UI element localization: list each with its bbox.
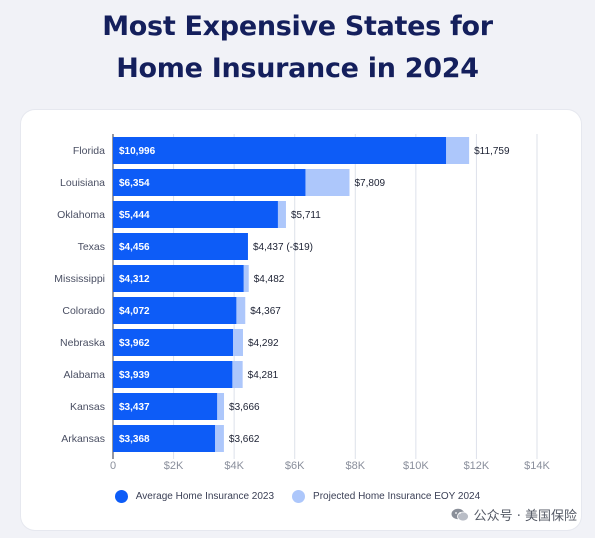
watermark-text: 公众号 · 美国保险	[473, 509, 577, 524]
data-label-avg-2023: $10,996	[119, 146, 156, 157]
legend-swatch-projected-2024	[292, 490, 306, 503]
data-label-avg-2023: $4,072	[119, 306, 150, 317]
data-label-projected-2024: $11,759	[474, 146, 510, 157]
chart-title: Most Expensive States for Home Insurance…	[0, 6, 595, 90]
category-label: Alabama	[64, 369, 106, 381]
bar-avg-2023	[113, 169, 306, 196]
x-tick-label: $12K	[464, 460, 490, 472]
data-label-avg-2023: $3,939	[119, 370, 150, 381]
bar-avg-2023	[113, 393, 218, 420]
wechat-icon	[451, 508, 469, 521]
x-tick-label: 0	[110, 460, 116, 472]
category-label: Kansas	[70, 401, 105, 413]
data-label-projected-2024: $7,809	[355, 178, 386, 189]
category-label: Texas	[78, 241, 105, 253]
bar-avg-2023	[113, 361, 233, 388]
x-tick-label: $8K	[345, 460, 365, 472]
bar-avg-2023	[113, 329, 233, 356]
bar-avg-2023	[113, 233, 248, 260]
category-label: Mississippi	[54, 273, 105, 285]
bar-avg-2023	[113, 425, 216, 452]
legend-label-avg-2023: Average Home Insurance 2023	[135, 491, 275, 502]
chart-title-line-1: Most Expensive States for	[102, 11, 493, 42]
data-label-projected-2024: $5,711	[291, 210, 321, 221]
data-label-projected-2024: $4,482	[254, 274, 285, 285]
legend-item-avg-2023: Average Home Insurance 2023	[114, 490, 275, 503]
x-tick-label: $10K	[403, 460, 429, 472]
data-label-projected-2024: $4,437 (-$19)	[253, 242, 313, 253]
data-label-projected-2024: $4,292	[248, 338, 279, 349]
watermark: 公众号 · 美国保险	[451, 505, 577, 524]
x-tick-label: $4K	[224, 460, 244, 472]
legend-item-projected-2024: Projected Home Insurance EOY 2024	[292, 490, 480, 503]
data-label-avg-2023: $3,368	[119, 434, 150, 445]
data-label-avg-2023: $6,354	[119, 178, 150, 189]
data-label-avg-2023: $3,437	[119, 402, 150, 413]
category-label: Colorado	[62, 305, 105, 317]
chart-title-line-2: Home Insurance in 2024	[116, 53, 479, 84]
legend: Average Home Insurance 2023 Projected Ho…	[0, 490, 595, 503]
data-label-projected-2024: $4,281	[248, 370, 279, 381]
category-label: Arkansas	[61, 433, 105, 445]
category-label: Louisiana	[60, 177, 105, 189]
data-label-avg-2023: $3,962	[119, 338, 150, 349]
data-label-avg-2023: $5,444	[119, 210, 150, 221]
bar-avg-2023	[113, 137, 447, 164]
x-tick-label: $6K	[285, 460, 305, 472]
data-label-projected-2024: $4,367	[250, 306, 281, 317]
category-label: Oklahoma	[57, 209, 105, 221]
data-label-projected-2024: $3,662	[229, 434, 260, 445]
bar-avg-2023	[113, 265, 244, 292]
category-label: Florida	[73, 145, 105, 157]
bar-avg-2023	[113, 297, 237, 324]
data-label-avg-2023: $4,312	[119, 274, 150, 285]
x-tick-label: $14K	[524, 460, 550, 472]
data-label-avg-2023: $4,456	[119, 242, 150, 253]
x-tick-label: $2K	[164, 460, 184, 472]
bar-avg-2023	[113, 201, 278, 228]
legend-swatch-avg-2023	[114, 490, 128, 503]
category-label: Nebraska	[60, 337, 105, 349]
data-label-projected-2024: $3,666	[229, 402, 260, 413]
legend-label-projected-2024: Projected Home Insurance EOY 2024	[313, 491, 481, 502]
